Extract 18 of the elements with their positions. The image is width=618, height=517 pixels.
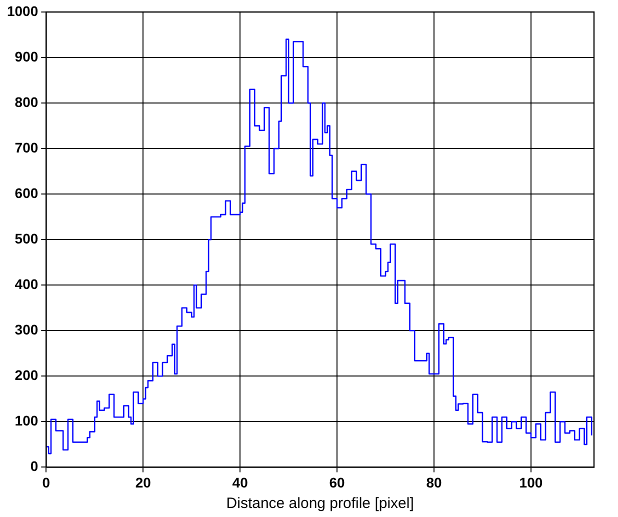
x-tick-label: 20 [135, 474, 152, 490]
y-tick-label: 1000 [6, 2, 38, 19]
y-tick-label: 300 [14, 322, 38, 338]
y-tick-label: 100 [14, 412, 38, 429]
y-tick-label: 700 [14, 139, 38, 156]
x-tick-label: 0 [42, 474, 50, 490]
x-axis-title: Distance along profile [pixel] [226, 495, 414, 512]
y-tick-label: 400 [14, 276, 38, 292]
y-tick-label: 200 [14, 367, 38, 384]
y-tick-label: 800 [14, 94, 38, 110]
y-tick-label: 900 [14, 48, 38, 64]
x-tick-label: 100 [519, 474, 543, 490]
x-tick-label: 60 [329, 474, 346, 490]
y-tick-label: 500 [14, 230, 38, 246]
y-tick-label: 600 [14, 184, 38, 201]
x-tick-label: 80 [426, 474, 442, 490]
x-tick-label: 40 [232, 474, 248, 490]
y-tick-label: 0 [30, 458, 38, 474]
